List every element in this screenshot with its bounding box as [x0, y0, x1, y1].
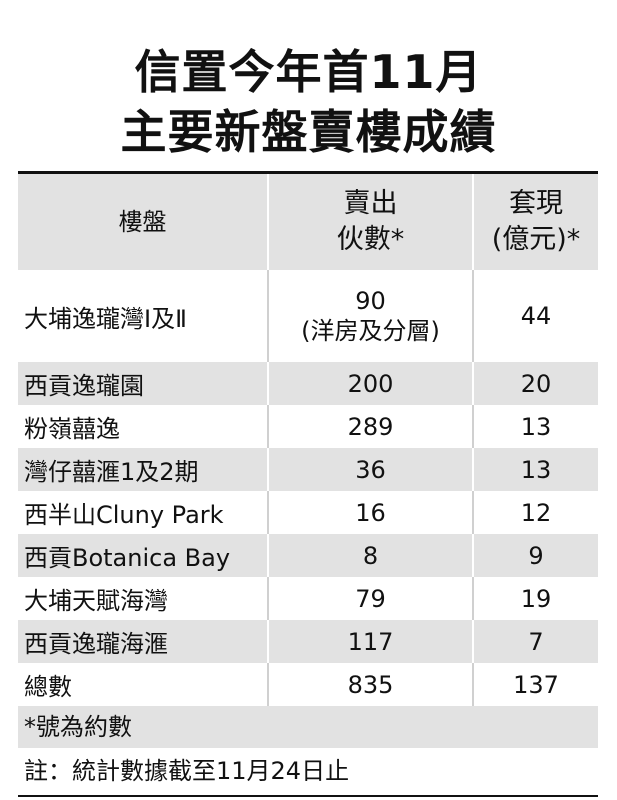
row-name: 西貢逸瓏海滙 [18, 620, 268, 663]
row-units: 36 [267, 448, 473, 491]
header-project-label: 樓盤 [118, 208, 167, 236]
header-units-line2: 伙數* [336, 224, 405, 255]
row-cash: 19 [472, 577, 598, 620]
header-units-line1: 賣出 [343, 188, 398, 219]
row-cash: 12 [472, 491, 598, 534]
row-cash: 44 [472, 270, 598, 362]
table-header-row: 樓盤 賣出 伙數* 套現 (億元)* [18, 174, 598, 270]
row-cash: 7 [472, 620, 598, 663]
table-row: 灣仔囍滙1及2期 36 13 [18, 448, 598, 491]
row-units-note: (洋房及分層) [301, 317, 440, 345]
row-units: 8 [267, 534, 473, 577]
row-cash: 20 [472, 362, 598, 405]
row-cash: 13 [472, 448, 598, 491]
row-units: 289 [267, 405, 473, 448]
table-row: 西貢Botanica Bay 8 9 [18, 534, 598, 577]
table-row: 大埔逸瓏灣Ⅰ及Ⅱ 90 (洋房及分層) 44 [18, 270, 598, 362]
bottom-rule [18, 795, 598, 797]
table-row: 大埔天賦海灣 79 19 [18, 577, 598, 620]
header-project: 樓盤 [18, 174, 268, 270]
row-name: 西貢Botanica Bay [18, 534, 268, 577]
row-name: 大埔逸瓏灣Ⅰ及Ⅱ [18, 270, 268, 362]
row-units: 117 [267, 620, 473, 663]
title-line-1: 信置今年首11月 [134, 45, 483, 99]
row-units: 200 [267, 362, 473, 405]
header-cash-line2: (億元)* [491, 224, 581, 255]
header-cash: 套現 (億元)* [472, 174, 598, 270]
table-row: 西貢逸瓏海滙 117 7 [18, 620, 598, 663]
row-name: 西半山Cluny Park [18, 491, 268, 534]
row-units-value: 90 [355, 287, 386, 315]
header-units-sold: 賣出 伙數* [267, 174, 473, 270]
row-cash: 13 [472, 405, 598, 448]
row-name: 西貢逸瓏園 [18, 362, 268, 405]
table-row: 粉嶺囍逸 289 13 [18, 405, 598, 448]
row-name: 灣仔囍滙1及2期 [18, 448, 268, 491]
row-units: 16 [267, 491, 473, 534]
top-rule [18, 171, 598, 174]
row-name: 總數 [18, 663, 268, 706]
table-row: 西貢逸瓏園 200 20 [18, 362, 598, 405]
table-row: 西半山Cluny Park 16 12 [18, 491, 598, 534]
row-name: 粉嶺囍逸 [18, 405, 268, 448]
cutoff-note: 註：統計數據截至11月24日止 [18, 750, 598, 792]
table-row-total: 總數 835 137 [18, 663, 598, 706]
title-line-2: 主要新盤賣樓成績 [120, 105, 497, 159]
row-units: 90 (洋房及分層) [267, 270, 473, 362]
sales-table: 樓盤 賣出 伙數* 套現 (億元)* 大埔逸瓏灣Ⅰ及Ⅱ 90 (洋房及分層) 4… [18, 174, 598, 706]
row-cash: 137 [472, 663, 598, 706]
row-cash: 9 [472, 534, 598, 577]
approx-note: *號為約數 [18, 706, 598, 748]
row-name: 大埔天賦海灣 [18, 577, 268, 620]
row-units: 79 [267, 577, 473, 620]
header-cash-line1: 套現 [509, 188, 563, 219]
row-units: 835 [267, 663, 473, 706]
